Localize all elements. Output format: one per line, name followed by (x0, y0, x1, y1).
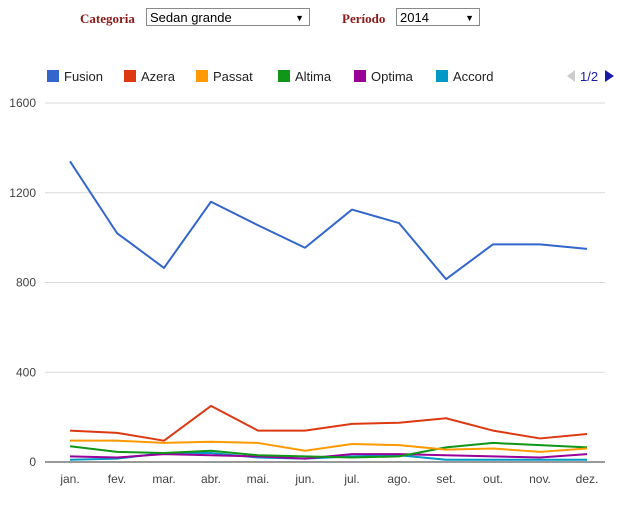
legend-label: Accord (453, 69, 493, 84)
legend-label: Fusion (64, 69, 103, 84)
legend-label: Passat (213, 69, 253, 84)
category-select-value: Sedan grande (150, 10, 232, 25)
x-tick-label: nov. (529, 472, 551, 486)
y-tick-label: 1200 (9, 186, 36, 200)
series-line-fusion (69, 160, 588, 281)
grid (45, 102, 605, 463)
y-tick-label: 400 (16, 365, 36, 379)
legend-swatch (278, 70, 290, 82)
legend-label: Altima (295, 69, 332, 84)
prev-page-icon[interactable] (567, 70, 575, 82)
period-select-value: 2014 (400, 10, 429, 25)
x-tick-label: jun. (294, 472, 314, 486)
y-axis: 0 400 800 1200 1600 (9, 96, 36, 469)
series-line-passat (70, 439, 588, 453)
legend-swatch (47, 70, 59, 82)
series-line-azera (69, 404, 588, 442)
chevron-down-icon: ▼ (465, 13, 474, 23)
legend: Fusion Azera Passat Altima Optima Accord (47, 69, 493, 84)
legend-swatch (436, 70, 448, 82)
y-tick-label: 1600 (9, 96, 36, 110)
y-tick-label: 800 (16, 276, 36, 290)
legend-item-passat[interactable]: Passat (196, 69, 253, 84)
x-tick-label: set. (436, 472, 455, 486)
legend-pager: 1/2 (567, 69, 614, 84)
pager-text: 1/2 (580, 69, 598, 84)
x-tick-label: ago. (387, 472, 410, 486)
x-axis: jan. fev. mar. abr. mai. jun. jul. ago. set. out.… (59, 472, 598, 486)
x-tick-label: abr. (201, 472, 221, 486)
legend-label: Azera (141, 69, 176, 84)
series-line-altima (69, 441, 588, 459)
category-select[interactable]: Sedan grande ▼ (146, 8, 310, 26)
x-tick-label: mai. (247, 472, 270, 486)
period-label: Período (342, 11, 386, 26)
y-tick-label: 0 (29, 455, 36, 469)
legend-item-azera[interactable]: Azera (124, 69, 176, 84)
series-lines (69, 160, 588, 461)
x-tick-label: fev. (108, 472, 126, 486)
legend-item-accord[interactable]: Accord (436, 69, 493, 84)
filter-bar: Categoria Sedan grande ▼ Período 2014 ▼ (0, 8, 620, 30)
x-tick-label: jan. (59, 472, 79, 486)
chevron-down-icon: ▼ (295, 13, 304, 23)
legend-swatch (124, 70, 136, 82)
x-tick-label: jul. (343, 472, 359, 486)
category-label: Categoria (80, 11, 135, 26)
legend-swatch (196, 70, 208, 82)
x-tick-label: dez. (576, 472, 599, 486)
x-tick-label: out. (483, 472, 503, 486)
x-tick-label: mar. (152, 472, 175, 486)
legend-label: Optima (371, 69, 414, 84)
legend-item-fusion[interactable]: Fusion (47, 69, 103, 84)
legend-swatch (354, 70, 366, 82)
next-page-icon[interactable] (605, 70, 614, 82)
legend-item-altima[interactable]: Altima (278, 69, 332, 84)
legend-item-optima[interactable]: Optima (354, 69, 414, 84)
period-select[interactable]: 2014 ▼ (396, 8, 480, 26)
